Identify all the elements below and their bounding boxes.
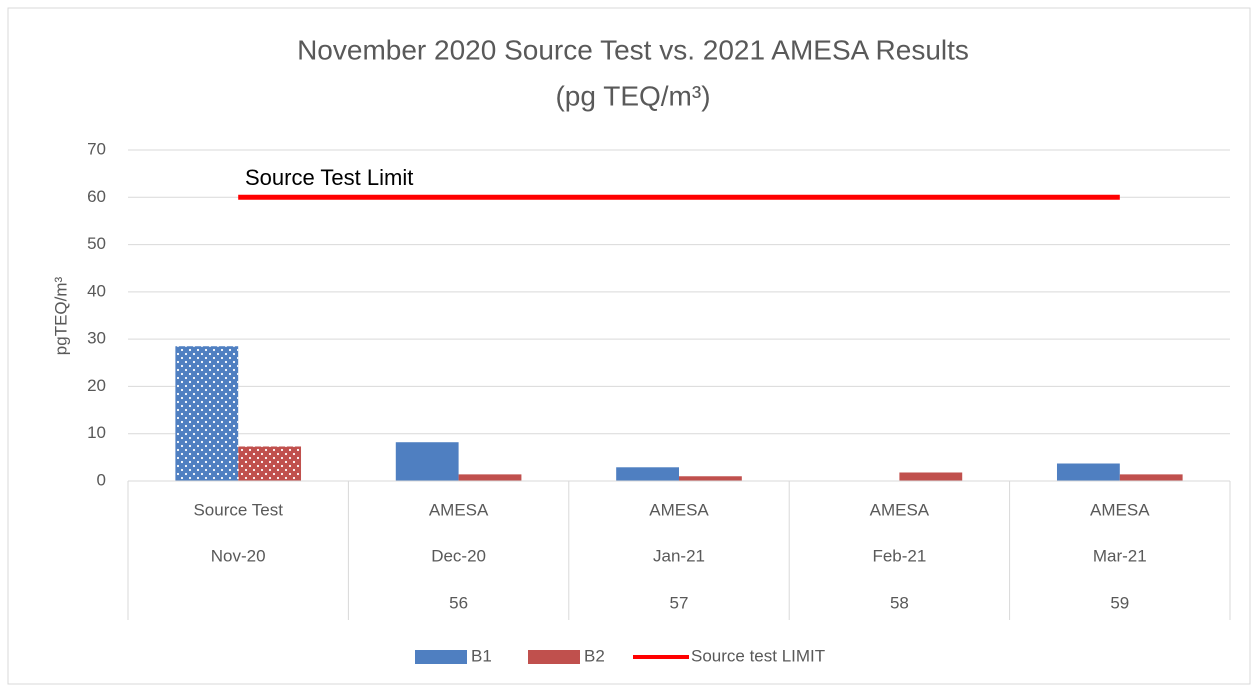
bar — [679, 476, 742, 481]
x-tick-label: Feb-21 — [872, 546, 926, 565]
y-axis-label: pgTEQ/m³ — [51, 276, 70, 355]
bar — [1119, 474, 1183, 481]
chart-subtitle: (pg TEQ/m³) — [555, 80, 710, 111]
legend-label: B2 — [584, 646, 605, 665]
y-tick-label: 10 — [87, 423, 106, 442]
legend-swatch — [415, 650, 467, 664]
x-tick-label: 59 — [1110, 593, 1129, 612]
bar-pattern — [175, 346, 239, 481]
x-tick-label: Nov-20 — [211, 546, 266, 565]
x-tick-label: AMESA — [870, 500, 930, 519]
y-tick-label: 70 — [87, 139, 106, 158]
bar — [1056, 463, 1120, 481]
legend-label: Source test LIMIT — [691, 646, 825, 665]
bar — [395, 442, 459, 481]
x-tick-label: Source Test — [193, 500, 283, 519]
chart-frame — [7, 7, 1251, 685]
bar — [458, 474, 522, 481]
y-tick-label: 60 — [87, 187, 106, 206]
y-tick-label: 30 — [87, 329, 106, 348]
x-tick-label: Mar-21 — [1093, 546, 1147, 565]
y-tick-label: 20 — [87, 376, 106, 395]
legend-swatch — [528, 650, 580, 664]
x-tick-label: AMESA — [1090, 500, 1150, 519]
y-tick-label: 0 — [97, 470, 106, 489]
annotation: Source Test Limit — [245, 165, 413, 190]
legend-label: B1 — [471, 646, 492, 665]
x-tick-label: AMESA — [429, 500, 489, 519]
x-tick-label: Jan-21 — [653, 546, 705, 565]
x-tick-label: Dec-20 — [431, 546, 486, 565]
chart-title: November 2020 Source Test vs. 2021 AMESA… — [297, 34, 969, 65]
y-tick-label: 50 — [87, 234, 106, 253]
bar — [899, 472, 963, 481]
x-tick-label: 57 — [670, 593, 689, 612]
bar — [616, 467, 679, 481]
x-tick-label: AMESA — [649, 500, 709, 519]
x-tick-label: 56 — [449, 593, 468, 612]
x-tick-label: 58 — [890, 593, 909, 612]
bar-pattern — [238, 446, 302, 481]
y-tick-label: 40 — [87, 281, 106, 300]
